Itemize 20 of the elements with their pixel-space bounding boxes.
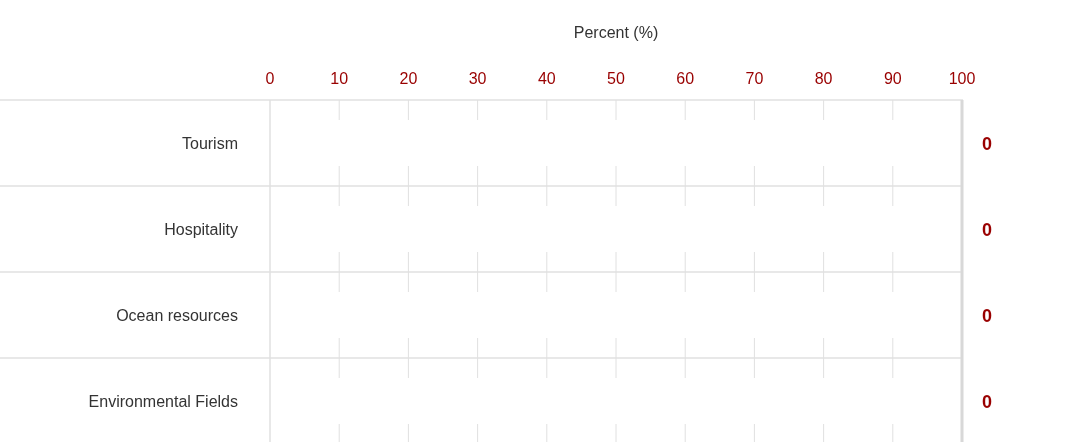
x-tick-label: 70	[745, 70, 764, 87]
data-label: 0	[981, 220, 993, 240]
x-tick-label: 20	[399, 70, 418, 87]
x-tick-label: 30	[468, 70, 487, 87]
x-tick-label: 90	[883, 70, 902, 87]
y-tick-label: Tourism	[181, 135, 238, 152]
x-tick-label: 10	[330, 70, 349, 87]
x-tick-label: 40	[537, 70, 556, 87]
y-tick-label: Ocean resources	[116, 307, 238, 324]
x-axis-title: Percent (%)	[573, 24, 659, 41]
data-label: 0	[981, 306, 993, 326]
y-tick-label: Hospitality	[164, 221, 238, 238]
y-tick-label: Environmental Fields	[88, 393, 238, 410]
x-tick-label: 0	[265, 70, 275, 87]
data-label: 0	[981, 134, 993, 154]
x-tick-label: 100	[948, 70, 976, 87]
x-tick-label: 60	[676, 70, 695, 87]
data-label: 0	[981, 392, 993, 412]
x-tick-label: 80	[814, 70, 833, 87]
x-tick-label: 50	[607, 70, 625, 87]
